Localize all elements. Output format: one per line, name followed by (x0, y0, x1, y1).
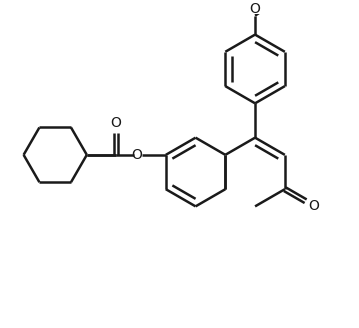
Text: O: O (131, 148, 142, 162)
Text: O: O (250, 2, 261, 16)
Text: O: O (111, 116, 121, 130)
Text: O: O (308, 199, 320, 213)
